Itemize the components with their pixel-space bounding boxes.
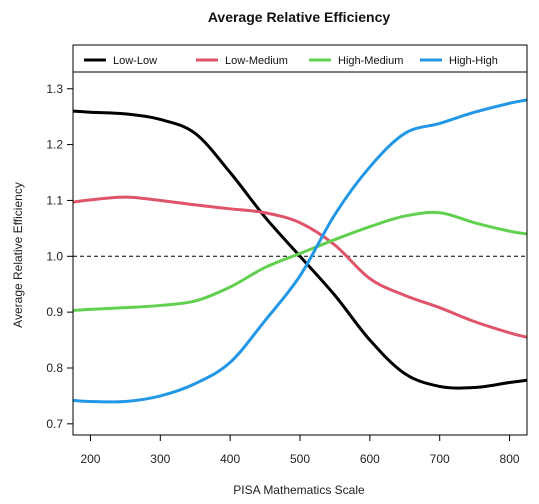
- legend-label-low-low: Low-Low: [113, 55, 157, 67]
- y-tick-label-1.2: 1.2: [46, 138, 63, 152]
- x-tick-label-200: 200: [80, 452, 100, 466]
- y-tick-label-0.9: 0.9: [46, 305, 63, 319]
- x-tick-label-800: 800: [500, 452, 520, 466]
- y-tick-label-1: 1.0: [46, 249, 63, 263]
- x-axis-label: PISA Mathematics Scale: [233, 483, 365, 497]
- y-tick-label-1.1: 1.1: [46, 193, 63, 207]
- x-tick-label-600: 600: [360, 452, 380, 466]
- legend-item-low-medium: Low-Medium: [196, 55, 288, 67]
- y-tick-label-0.7: 0.7: [46, 417, 63, 431]
- chart-title: Average Relative Efficiency: [208, 9, 391, 25]
- legend-label-high-medium: High-Medium: [338, 55, 403, 67]
- series-line-low-medium: [72, 195, 528, 339]
- series-line-high-medium: [72, 210, 528, 312]
- plot-frame: [72, 44, 528, 436]
- x-tick-label-300: 300: [150, 452, 170, 466]
- legend-label-high-high: High-High: [449, 55, 498, 67]
- x-tick-label-500: 500: [290, 452, 310, 466]
- y-axis-label: Average Relative Efficiency: [11, 182, 25, 328]
- legend: Low-Low Low-Medium High-Medium High-High: [84, 55, 498, 67]
- y-tick-label-0.8: 0.8: [46, 361, 63, 375]
- x-tick-label-400: 400: [220, 452, 240, 466]
- legend-label-low-medium: Low-Medium: [225, 55, 288, 67]
- legend-item-high-high: High-High: [420, 55, 498, 67]
- legend-item-low-low: Low-Low: [84, 55, 157, 67]
- axes: 200 300 400 500 600 700 800 0.7 0.8 0.9 1.0 1.1 1.2 1…: [46, 82, 520, 466]
- plot-area: [72, 98, 528, 404]
- series-line-low-low: [72, 109, 528, 390]
- y-tick-label-1.3: 1.3: [46, 82, 63, 96]
- series-line-high-high: [72, 98, 528, 404]
- legend-item-high-medium: High-Medium: [309, 55, 403, 67]
- x-tick-label-700: 700: [430, 452, 450, 466]
